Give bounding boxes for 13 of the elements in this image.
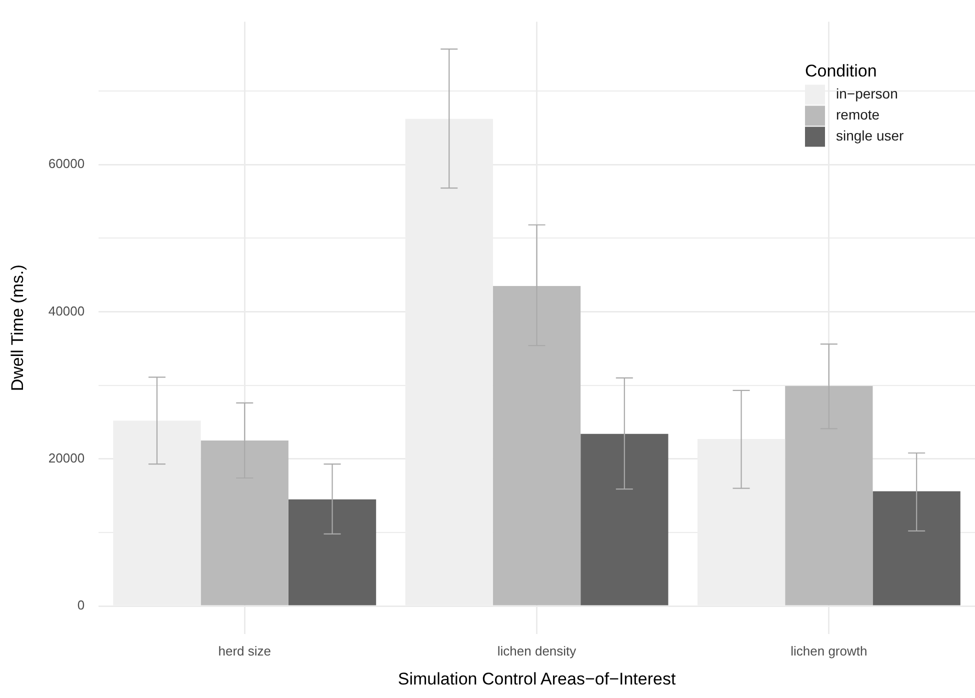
legend-label: in−person [836,86,898,102]
y-tick-label: 20000 [48,450,85,466]
legend-label: remote [836,106,880,123]
y-tick-label: 60000 [48,156,85,172]
x-axis-title: Simulation Control Areas−of−Interest [398,669,676,688]
legend-label: single user [836,128,904,144]
x-tick-label: herd size [218,643,271,658]
x-tick-label: lichen growth [790,643,868,658]
legend-title: Condition [805,61,877,80]
x-tick-label: lichen density [497,643,577,658]
y-axis-title: Dwell Time (ms.) [8,264,27,392]
y-tick-label: 40000 [48,303,85,318]
y-tick-label: 0 [77,598,85,613]
